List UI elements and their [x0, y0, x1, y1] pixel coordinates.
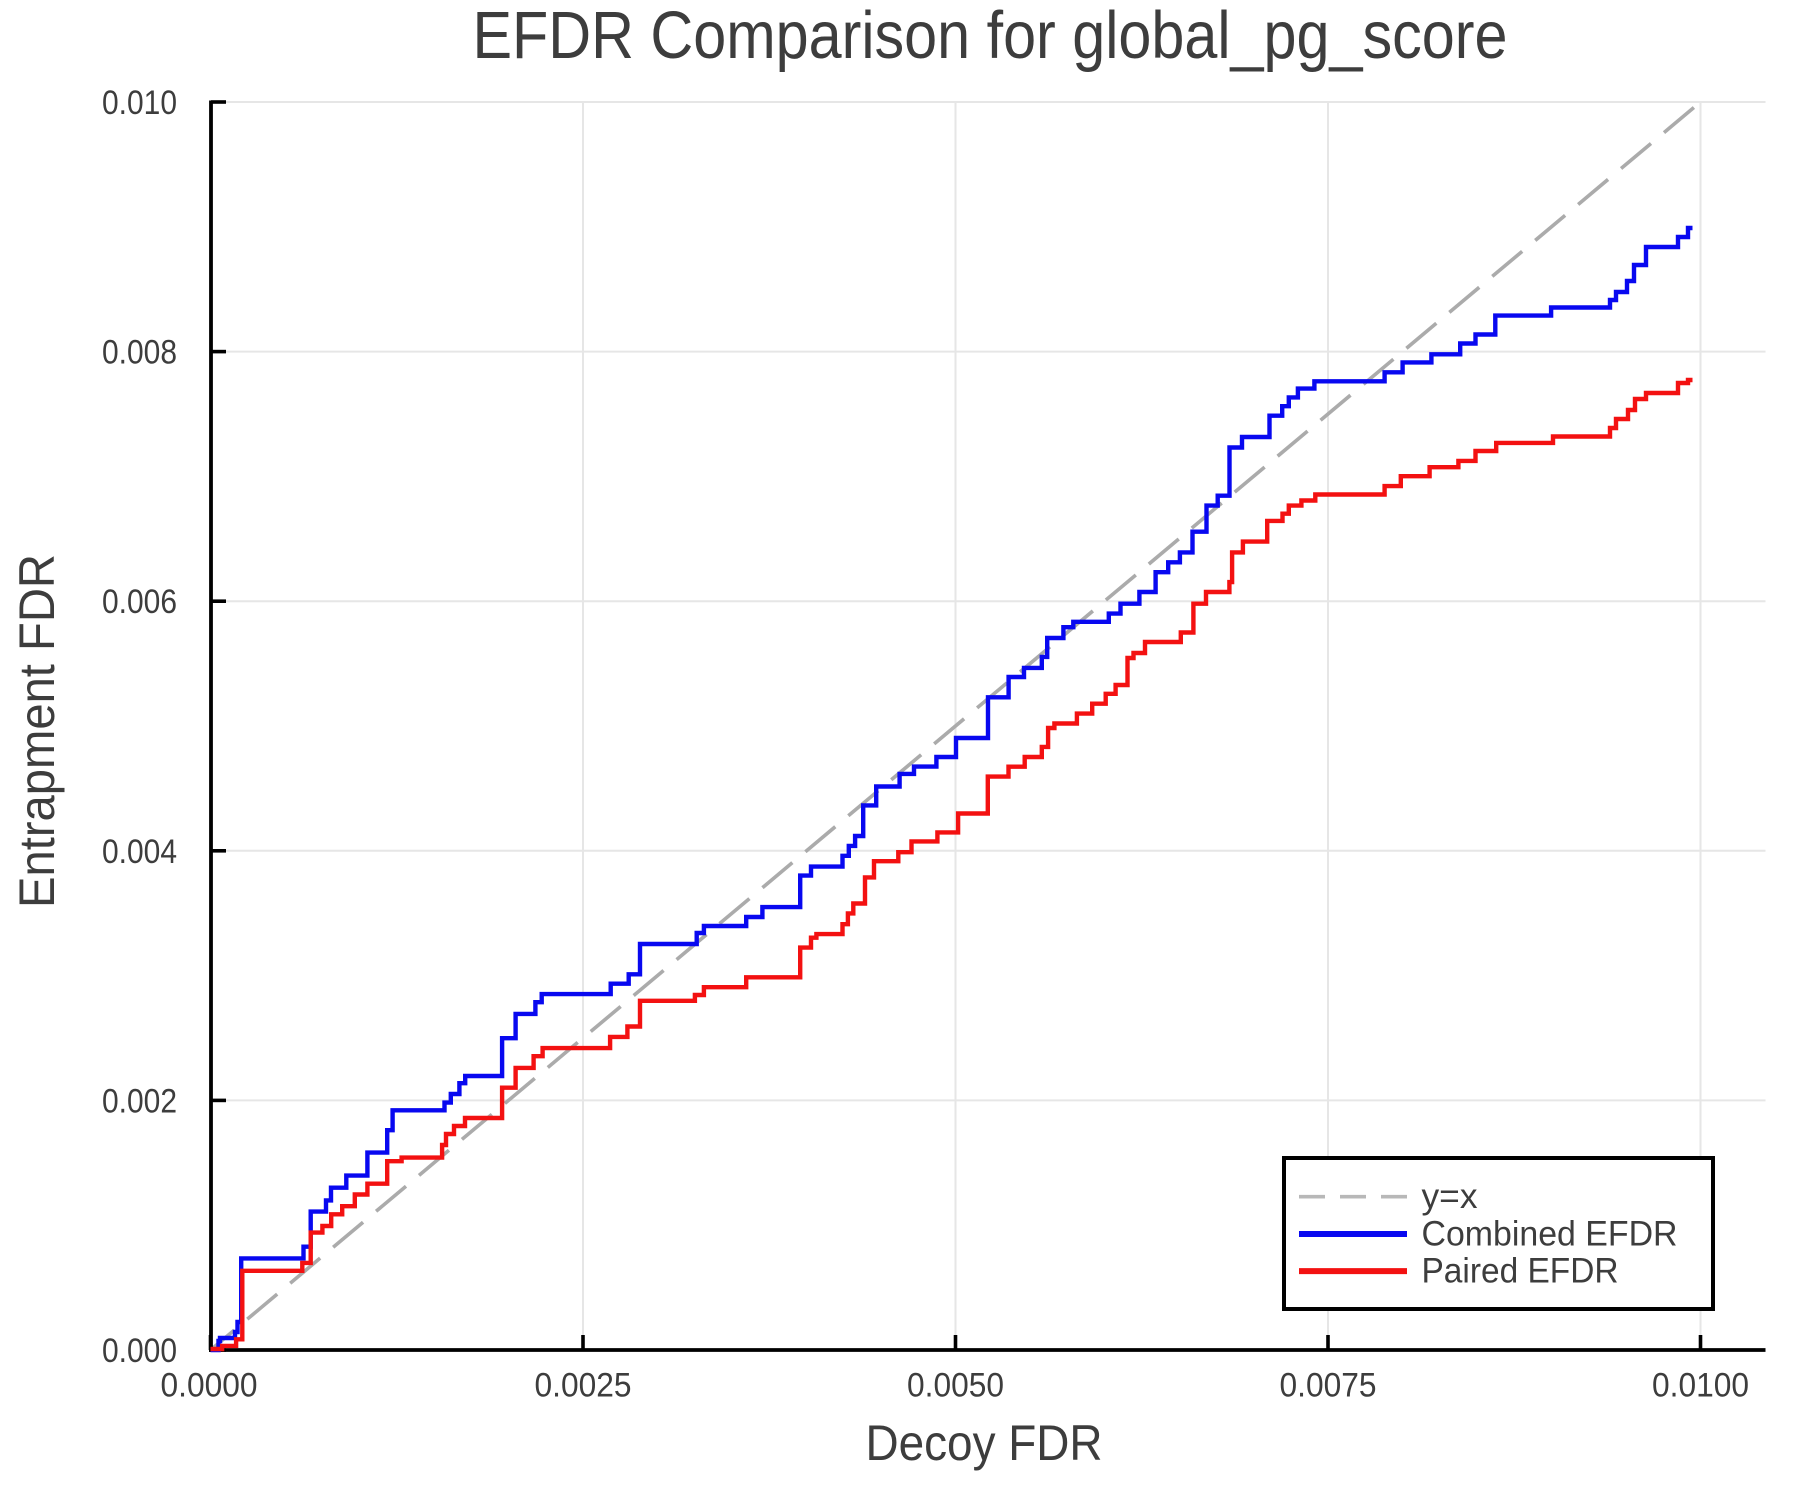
svg-text:0.008: 0.008	[102, 334, 177, 372]
svg-text:Entrapment FDR: Entrapment FDR	[9, 554, 65, 908]
svg-text:EFDR Comparison for global_pg_: EFDR Comparison for global_pg_score	[473, 0, 1508, 73]
svg-text:0.010: 0.010	[102, 84, 177, 122]
svg-text:0.0025: 0.0025	[535, 1367, 632, 1405]
svg-text:Paired EFDR: Paired EFDR	[1422, 1252, 1619, 1291]
svg-text:0.000: 0.000	[102, 1332, 177, 1370]
svg-text:Combined EFDR: Combined EFDR	[1422, 1215, 1678, 1254]
svg-text:0.0050: 0.0050	[907, 1367, 1004, 1405]
svg-text:0.002: 0.002	[102, 1082, 177, 1120]
svg-text:0.006: 0.006	[102, 583, 177, 621]
svg-text:0.004: 0.004	[102, 833, 177, 871]
svg-text:0.0100: 0.0100	[1652, 1367, 1749, 1405]
svg-text:0.0075: 0.0075	[1280, 1367, 1377, 1405]
svg-text:y=x: y=x	[1422, 1177, 1478, 1216]
svg-text:0.0000: 0.0000	[161, 1367, 258, 1405]
svg-text:Decoy FDR: Decoy FDR	[866, 1415, 1103, 1471]
